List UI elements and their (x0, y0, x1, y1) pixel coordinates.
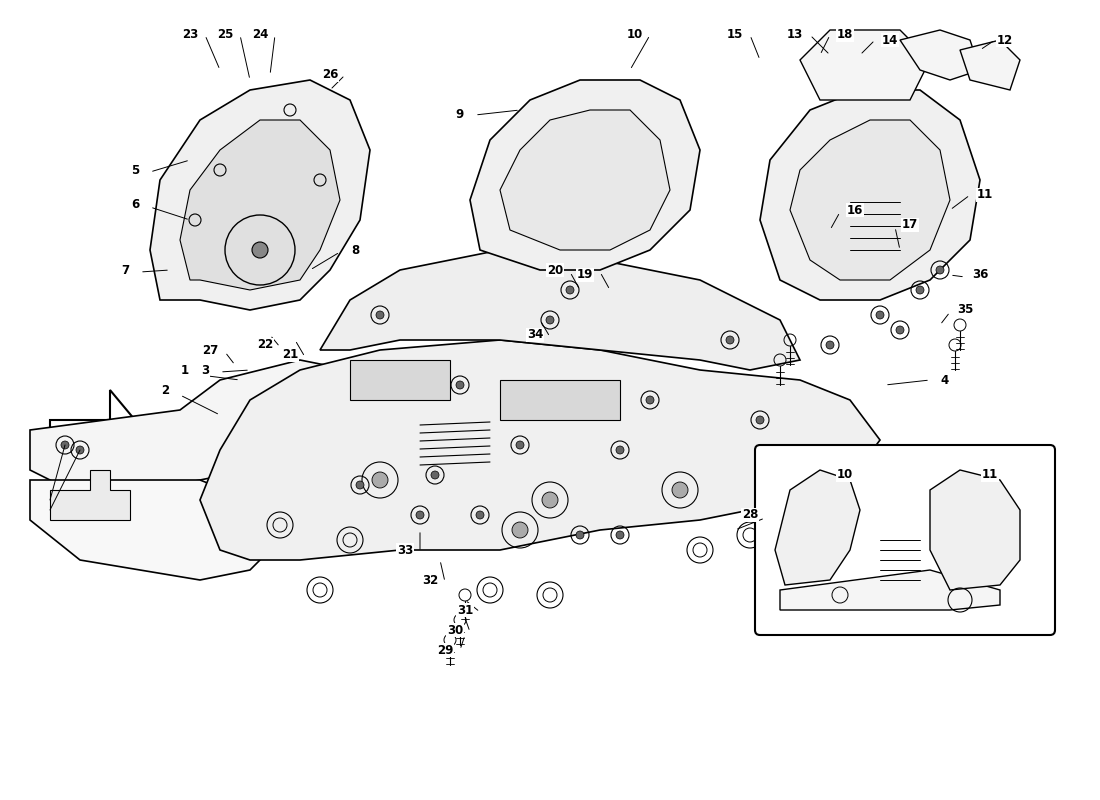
Polygon shape (500, 110, 670, 250)
Polygon shape (790, 120, 950, 280)
Circle shape (60, 441, 69, 449)
Circle shape (542, 492, 558, 508)
Circle shape (516, 441, 524, 449)
Polygon shape (500, 380, 620, 420)
Text: a passion for classics since 1985: a passion for classics since 1985 (390, 461, 710, 479)
Text: 18: 18 (837, 29, 854, 42)
FancyBboxPatch shape (755, 445, 1055, 635)
Circle shape (726, 336, 734, 344)
Text: 4: 4 (940, 374, 949, 386)
Text: 33: 33 (397, 543, 414, 557)
Text: eurospares: eurospares (383, 394, 717, 446)
Text: 35: 35 (957, 303, 974, 317)
Text: 9: 9 (455, 109, 464, 122)
Text: 7: 7 (121, 263, 129, 277)
Text: 32: 32 (422, 574, 438, 586)
Circle shape (76, 446, 84, 454)
Polygon shape (320, 250, 800, 370)
Polygon shape (776, 470, 860, 585)
Circle shape (476, 511, 484, 519)
Text: 10: 10 (627, 29, 644, 42)
Text: 25: 25 (217, 29, 233, 42)
Text: 3: 3 (201, 363, 209, 377)
Text: 23: 23 (182, 29, 198, 42)
Polygon shape (760, 90, 980, 300)
Text: 22: 22 (257, 338, 273, 351)
Circle shape (372, 472, 388, 488)
Circle shape (936, 266, 944, 274)
Text: 2: 2 (161, 383, 169, 397)
Text: 20: 20 (547, 263, 563, 277)
Text: 28: 28 (741, 509, 758, 522)
Text: 6: 6 (131, 198, 139, 211)
Circle shape (646, 396, 654, 404)
Circle shape (916, 286, 924, 294)
Text: 27: 27 (202, 343, 218, 357)
Circle shape (576, 531, 584, 539)
Polygon shape (30, 360, 350, 490)
Text: 30: 30 (447, 623, 463, 637)
Polygon shape (960, 40, 1020, 90)
Circle shape (826, 341, 834, 349)
Circle shape (456, 381, 464, 389)
Text: 11: 11 (982, 469, 998, 482)
Circle shape (431, 471, 439, 479)
Circle shape (512, 522, 528, 538)
Circle shape (616, 446, 624, 454)
Polygon shape (780, 570, 1000, 610)
Text: 17: 17 (902, 218, 918, 231)
Circle shape (896, 326, 904, 334)
Polygon shape (30, 480, 280, 580)
Circle shape (566, 286, 574, 294)
Polygon shape (50, 390, 160, 510)
Circle shape (356, 481, 364, 489)
Text: 31: 31 (456, 603, 473, 617)
Polygon shape (900, 30, 980, 80)
Text: 11: 11 (977, 189, 993, 202)
Text: 34: 34 (527, 329, 543, 342)
Text: 12: 12 (997, 34, 1013, 46)
Circle shape (416, 511, 424, 519)
Polygon shape (180, 120, 340, 290)
Circle shape (756, 416, 764, 424)
Polygon shape (50, 470, 130, 520)
Polygon shape (930, 470, 1020, 590)
Polygon shape (470, 80, 700, 270)
Text: 26: 26 (322, 69, 338, 82)
Text: 5: 5 (131, 163, 139, 177)
Polygon shape (150, 80, 370, 310)
Text: 13: 13 (786, 29, 803, 42)
Circle shape (616, 531, 624, 539)
Circle shape (672, 482, 688, 498)
Circle shape (376, 311, 384, 319)
Text: 21: 21 (282, 349, 298, 362)
Text: 15: 15 (727, 29, 744, 42)
Circle shape (252, 242, 268, 258)
Text: 16: 16 (847, 203, 864, 217)
Text: 1: 1 (180, 363, 189, 377)
Polygon shape (200, 340, 880, 560)
Polygon shape (350, 360, 450, 400)
Circle shape (546, 316, 554, 324)
Text: 10: 10 (837, 469, 854, 482)
Text: 8: 8 (351, 243, 359, 257)
Polygon shape (800, 30, 929, 100)
Text: 29: 29 (437, 643, 453, 657)
Text: 14: 14 (882, 34, 899, 46)
Text: 36: 36 (971, 269, 988, 282)
Text: 19: 19 (576, 269, 593, 282)
Circle shape (856, 451, 864, 459)
Text: 24: 24 (252, 29, 268, 42)
Circle shape (876, 311, 884, 319)
